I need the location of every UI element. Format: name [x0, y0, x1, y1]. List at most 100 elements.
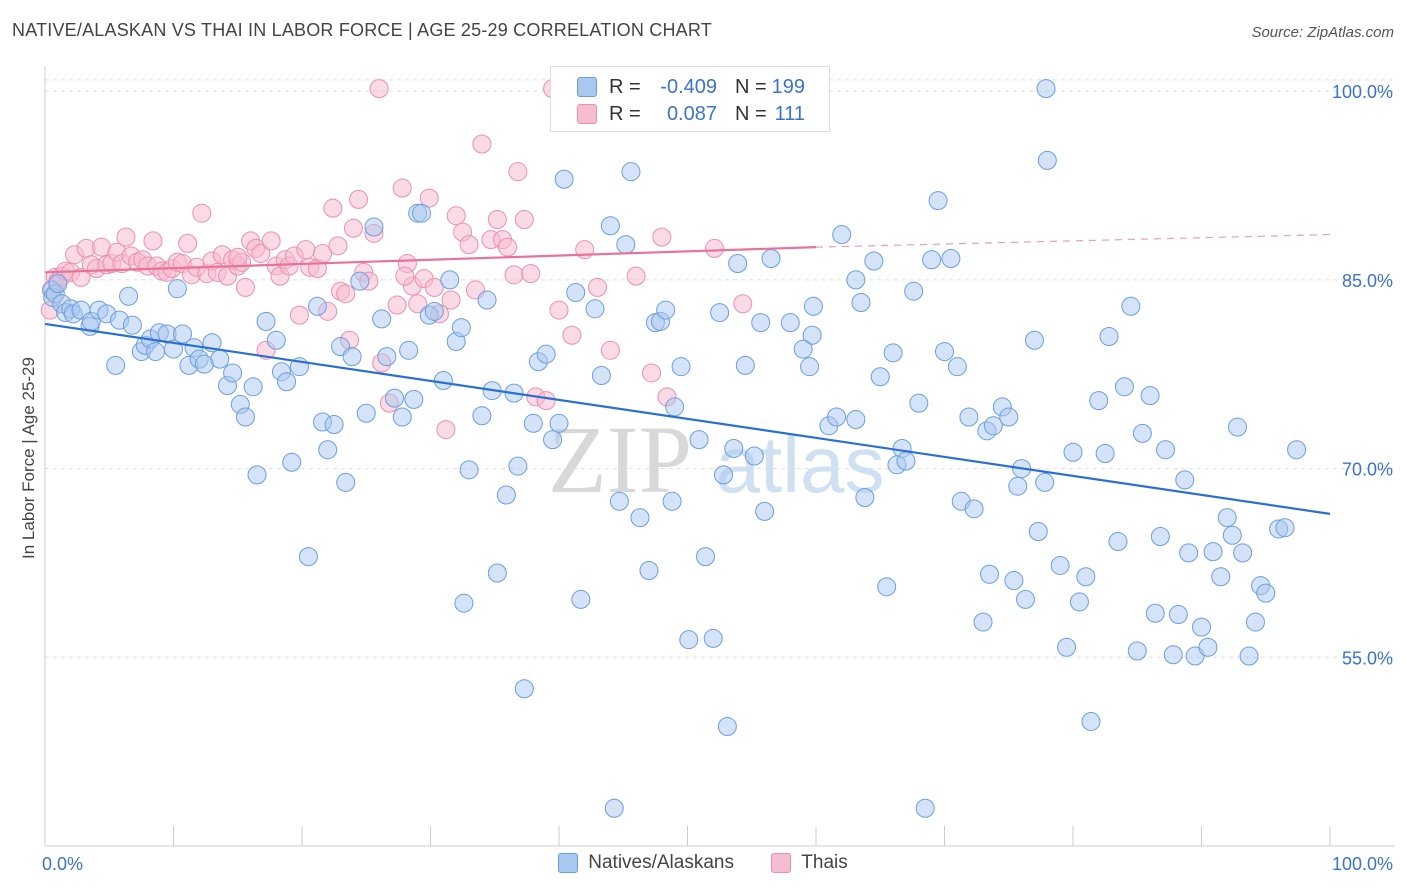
native-point	[671, 357, 691, 377]
thai-point	[369, 79, 389, 99]
thais-r-value: 0.087	[666, 102, 717, 125]
native-point	[318, 440, 338, 460]
native-point	[1168, 605, 1188, 625]
thai-point	[441, 290, 461, 310]
native-point	[298, 547, 318, 567]
native-point	[324, 415, 344, 435]
source-label: Source: ZipAtlas.com	[1251, 24, 1394, 41]
native-point	[1037, 150, 1057, 170]
native-point	[256, 311, 276, 331]
native-point	[639, 560, 659, 580]
n-label: N =	[735, 102, 767, 125]
thai-point	[626, 266, 646, 286]
thai-point	[704, 238, 724, 258]
native-point	[1081, 711, 1101, 731]
native-point	[1036, 79, 1056, 99]
thai-point	[408, 294, 428, 314]
native-point	[751, 313, 771, 333]
thai-point	[343, 218, 363, 238]
native-point	[803, 296, 823, 316]
legend-item-thais[interactable]: Thais	[771, 852, 848, 874]
thai-point	[562, 325, 582, 345]
native-point	[662, 491, 682, 511]
native-point	[472, 406, 492, 426]
native-point	[717, 716, 737, 736]
native-point	[600, 216, 620, 236]
native-point	[282, 452, 302, 472]
native-point	[487, 563, 507, 583]
thai-point	[192, 203, 212, 223]
native-point	[1233, 543, 1253, 563]
native-point	[1076, 567, 1096, 587]
native-point	[210, 349, 230, 369]
native-point	[1256, 583, 1276, 603]
native-point	[1132, 423, 1152, 443]
native-point	[392, 407, 412, 427]
native-point	[172, 324, 192, 344]
y-tick-label: 70.0%	[1342, 460, 1393, 480]
native-point	[377, 347, 397, 367]
trend-lines	[44, 233, 1331, 515]
native-point	[780, 313, 800, 333]
native-point	[883, 343, 903, 363]
native-point	[571, 589, 591, 609]
native-point	[1004, 571, 1024, 591]
native-point	[1114, 377, 1134, 397]
native-point	[243, 377, 263, 397]
native-point	[554, 169, 574, 189]
legend-item-natives[interactable]: Natives/Alaskans	[558, 852, 734, 874]
native-point	[909, 393, 929, 413]
thai-point	[504, 265, 524, 285]
native-point	[728, 254, 748, 274]
native-point	[827, 407, 847, 427]
native-point	[1156, 440, 1176, 460]
native-point	[235, 407, 255, 427]
native-point	[106, 355, 126, 375]
thai-point	[549, 300, 569, 320]
thai-point	[228, 247, 248, 267]
chart-title: NATIVE/ALASKAN VS THAI IN LABOR FORCE | …	[12, 20, 712, 40]
native-point	[616, 235, 636, 255]
native-point	[1239, 646, 1259, 666]
native-point	[922, 250, 942, 270]
thais-legend-swatch	[771, 853, 792, 873]
thai-point	[289, 305, 309, 325]
native-point	[679, 630, 699, 650]
x-tick-labels: 0.0% 100.0%	[42, 854, 1393, 874]
native-point	[350, 271, 370, 291]
natives-n-value: 199	[771, 75, 805, 98]
y-axis-label: In Labor Force | Age 25-29	[19, 357, 38, 559]
native-point	[1227, 417, 1247, 437]
native-point	[1108, 532, 1128, 552]
native-point	[119, 286, 139, 306]
native-point	[656, 300, 676, 320]
native-point	[915, 798, 935, 818]
native-point	[1069, 592, 1089, 612]
native-point	[1275, 518, 1295, 538]
native-point	[832, 225, 852, 245]
native-point	[266, 330, 286, 350]
thai-point	[178, 233, 198, 253]
native-point	[802, 325, 822, 345]
native-point	[703, 628, 723, 648]
thai-point	[251, 243, 271, 263]
native-point	[336, 472, 356, 492]
r-label: R =	[609, 75, 641, 98]
native-point	[979, 564, 999, 584]
native-point	[440, 270, 460, 290]
native-point	[735, 355, 755, 375]
native-point	[1245, 612, 1265, 632]
native-point	[870, 367, 890, 387]
native-point	[1163, 645, 1183, 665]
native-point	[566, 282, 586, 302]
native-point	[1198, 637, 1218, 657]
native-point	[604, 798, 624, 818]
native-point	[999, 407, 1019, 427]
native-point	[1089, 391, 1109, 411]
native-point	[744, 446, 764, 466]
native-point	[307, 296, 327, 316]
r-label: R =	[609, 102, 641, 125]
native-point	[342, 347, 362, 367]
native-point	[424, 301, 444, 321]
thai-point	[436, 420, 456, 440]
